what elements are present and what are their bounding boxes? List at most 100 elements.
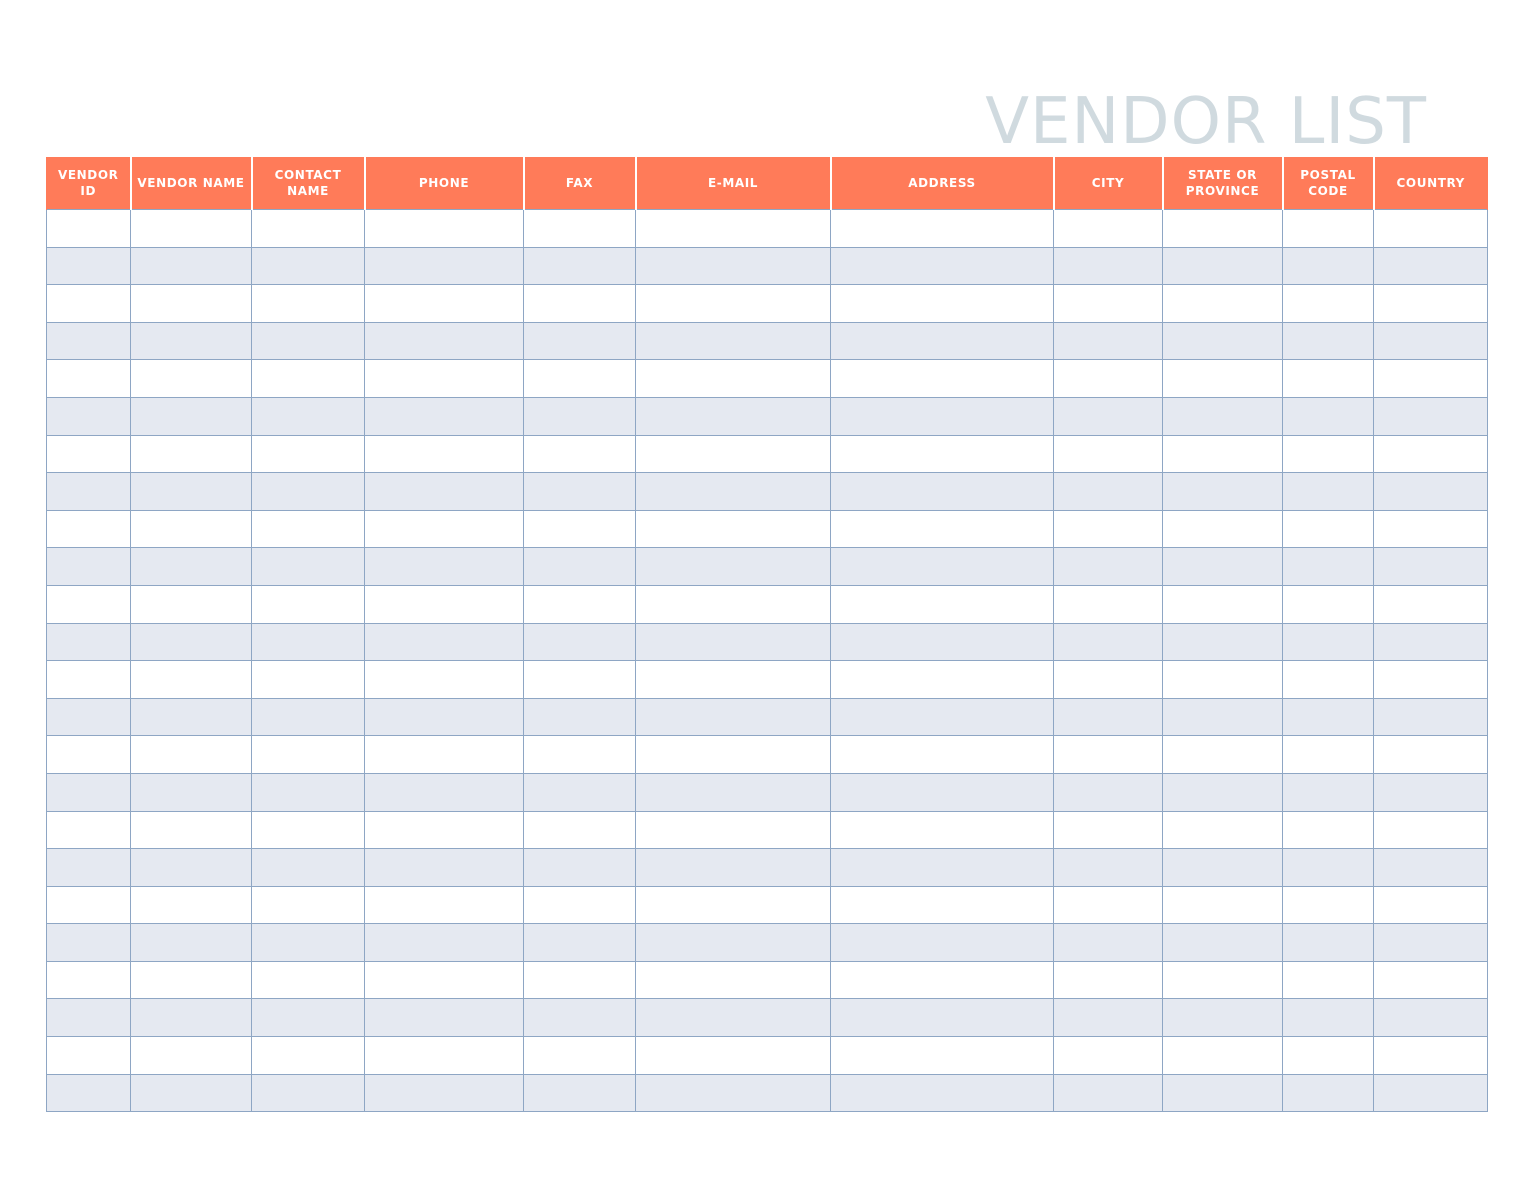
table-cell[interactable] [635,772,831,812]
table-cell[interactable] [523,472,636,511]
table-cell[interactable] [635,622,831,662]
table-cell[interactable] [635,209,831,248]
table-cell[interactable] [830,509,1054,549]
table-cell[interactable] [1053,697,1163,737]
table-cell[interactable] [46,848,131,887]
table-cell[interactable] [364,772,524,812]
table-cell[interactable] [523,509,636,549]
table-cell[interactable] [635,923,831,962]
table-cell[interactable] [635,547,831,586]
table-cell[interactable] [635,246,831,286]
table-cell[interactable] [1373,284,1488,323]
table-cell[interactable] [1162,1073,1283,1113]
table-cell[interactable] [130,660,252,699]
table-cell[interactable] [46,434,131,474]
table-cell[interactable] [830,923,1054,962]
table-cell[interactable] [523,660,636,699]
table-cell[interactable] [1282,246,1374,286]
table-cell[interactable] [523,284,636,323]
table-cell[interactable] [130,960,252,1000]
table-cell[interactable] [46,246,131,286]
table-cell[interactable] [1373,209,1488,248]
table-cell[interactable] [364,735,524,774]
table-cell[interactable] [364,697,524,737]
table-cell[interactable] [1373,848,1488,887]
table-cell[interactable] [251,660,365,699]
table-cell[interactable] [364,1073,524,1113]
table-cell[interactable] [830,472,1054,511]
table-cell[interactable] [251,810,365,850]
table-cell[interactable] [635,584,831,624]
table-cell[interactable] [1373,396,1488,436]
table-cell[interactable] [130,584,252,624]
table-cell[interactable] [830,660,1054,699]
table-cell[interactable] [1053,960,1163,1000]
table-cell[interactable] [523,246,636,286]
table-cell[interactable] [364,246,524,286]
table-cell[interactable] [251,923,365,962]
table-cell[interactable] [46,998,131,1038]
table-cell[interactable] [830,434,1054,474]
table-cell[interactable] [251,1073,365,1113]
table-cell[interactable] [523,396,636,436]
table-cell[interactable] [251,246,365,286]
table-cell[interactable] [830,960,1054,1000]
table-cell[interactable] [1162,584,1283,624]
table-cell[interactable] [1053,246,1163,286]
table-cell[interactable] [830,622,1054,662]
table-cell[interactable] [635,697,831,737]
table-cell[interactable] [635,1036,831,1075]
table-cell[interactable] [1053,434,1163,474]
table-cell[interactable] [251,284,365,323]
table-cell[interactable] [523,321,636,361]
table-cell[interactable] [251,584,365,624]
table-cell[interactable] [1282,960,1374,1000]
table-cell[interactable] [1373,1073,1488,1113]
table-cell[interactable] [46,1073,131,1113]
table-cell[interactable] [830,396,1054,436]
table-cell[interactable] [46,622,131,662]
table-cell[interactable] [1162,960,1283,1000]
table-cell[interactable] [635,359,831,398]
table-cell[interactable] [364,321,524,361]
table-cell[interactable] [1053,885,1163,925]
table-cell[interactable] [1373,998,1488,1038]
table-cell[interactable] [46,209,131,248]
table-cell[interactable] [1373,772,1488,812]
table-cell[interactable] [1162,547,1283,586]
table-cell[interactable] [830,998,1054,1038]
table-cell[interactable] [1282,472,1374,511]
table-cell[interactable] [1373,472,1488,511]
table-cell[interactable] [1373,584,1488,624]
table-cell[interactable] [635,434,831,474]
table-cell[interactable] [830,697,1054,737]
table-cell[interactable] [1053,284,1163,323]
table-cell[interactable] [830,885,1054,925]
table-cell[interactable] [130,848,252,887]
table-cell[interactable] [251,359,365,398]
table-cell[interactable] [1053,848,1163,887]
table-cell[interactable] [635,284,831,323]
table-cell[interactable] [46,396,131,436]
table-cell[interactable] [1162,509,1283,549]
table-cell[interactable] [364,660,524,699]
table-cell[interactable] [1373,547,1488,586]
table-cell[interactable] [1373,810,1488,850]
table-cell[interactable] [46,810,131,850]
table-cell[interactable] [1282,584,1374,624]
table-cell[interactable] [523,810,636,850]
table-cell[interactable] [130,472,252,511]
table-cell[interactable] [251,848,365,887]
table-cell[interactable] [130,697,252,737]
table-cell[interactable] [1282,396,1374,436]
table-cell[interactable] [1162,660,1283,699]
table-cell[interactable] [251,509,365,549]
table-cell[interactable] [46,547,131,586]
table-cell[interactable] [251,622,365,662]
table-cell[interactable] [1282,1036,1374,1075]
table-cell[interactable] [523,359,636,398]
table-cell[interactable] [1053,396,1163,436]
table-cell[interactable] [1373,622,1488,662]
table-cell[interactable] [523,547,636,586]
table-cell[interactable] [830,321,1054,361]
